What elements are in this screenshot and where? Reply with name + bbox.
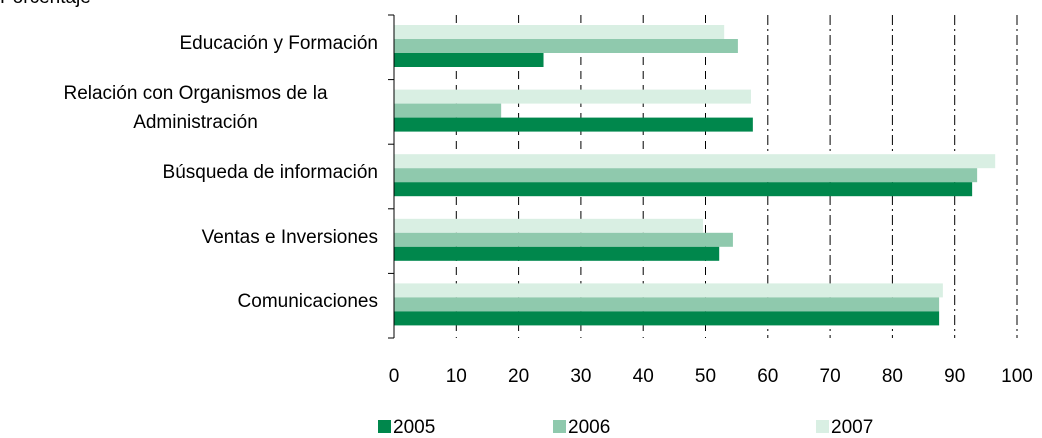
y-tick-label: Búsqueda de información [162,162,378,183]
x-tick-label: 60 [757,366,778,387]
legend-swatch [816,420,829,433]
x-tick-label: 80 [882,366,903,387]
legend-label: 2007 [831,417,873,438]
bar [394,25,725,39]
bar [394,232,733,247]
bar [394,311,940,326]
x-tick-label: 90 [944,366,965,387]
x-tick-label: 0 [389,366,400,387]
legend-label: 2005 [393,417,435,438]
bar [394,89,751,104]
x-tick-label: 100 [1001,366,1033,387]
legend-label: 2006 [568,417,610,438]
bar [394,218,704,233]
chart-title: Porcentaje [0,0,91,8]
bar [394,103,502,118]
y-tick-label: Ventas e Inversiones [201,226,378,248]
x-tick-label: 70 [820,366,841,387]
bar [394,283,943,298]
x-tick-label: 40 [633,366,654,387]
x-tick-label: 50 [695,366,716,387]
bar [394,53,544,67]
x-tick-label: 20 [508,366,529,387]
bar [394,246,720,261]
bar [394,39,738,53]
legend-swatch [553,420,566,433]
y-tick-label: Educación y Formación [179,32,378,54]
bar [394,117,753,132]
bar [394,182,973,197]
legend-swatch [378,420,391,433]
y-tick-label: Comunicaciones [237,291,378,313]
x-tick-label: 30 [570,366,591,387]
bar [394,168,978,183]
bar [394,154,996,169]
y-tick-label: Relación con Organismos de la Administra… [63,82,328,133]
x-tick-label: 10 [446,366,467,387]
bar [394,297,940,312]
